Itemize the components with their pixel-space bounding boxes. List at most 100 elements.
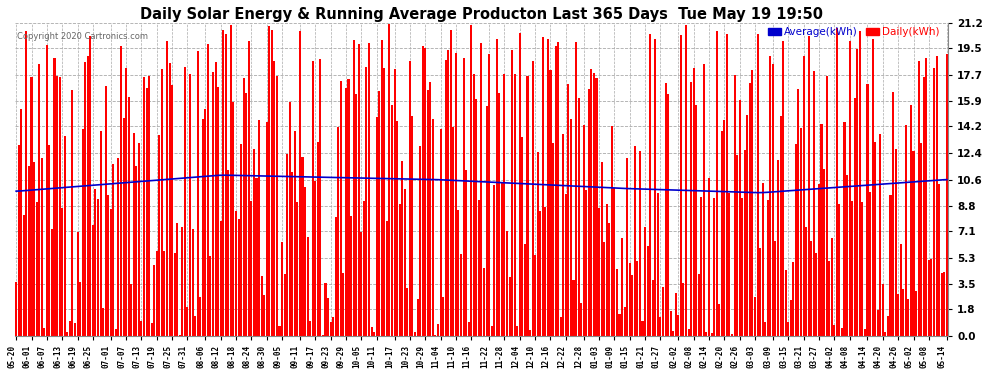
Bar <box>846 175 848 336</box>
Bar <box>396 121 398 336</box>
Bar <box>393 69 396 336</box>
Bar <box>235 211 237 336</box>
Bar <box>89 36 91 336</box>
Bar <box>20 109 23 336</box>
Bar <box>606 204 608 336</box>
Bar <box>595 78 598 336</box>
Bar <box>243 78 245 336</box>
Bar <box>532 61 534 336</box>
Bar <box>241 144 243 336</box>
Bar <box>892 92 894 336</box>
Bar <box>483 268 485 336</box>
Bar <box>63 136 65 336</box>
Bar <box>302 157 304 336</box>
Text: Copyright 2020 Cartronics.com: Copyright 2020 Cartronics.com <box>17 33 148 42</box>
Bar <box>923 76 925 336</box>
Bar <box>340 81 342 336</box>
Bar <box>97 199 99 336</box>
Bar <box>61 207 63 336</box>
Bar <box>933 68 935 336</box>
Bar <box>352 40 354 336</box>
Bar <box>131 284 133 336</box>
Bar <box>729 193 731 336</box>
Bar <box>902 289 904 336</box>
Bar <box>335 217 337 336</box>
Bar <box>511 50 513 336</box>
Bar <box>877 310 879 336</box>
Bar <box>754 297 756 336</box>
Bar <box>100 130 102 336</box>
Bar <box>417 299 419 336</box>
Bar <box>726 34 728 336</box>
Bar <box>493 186 495 336</box>
Bar <box>928 260 930 336</box>
Bar <box>889 195 892 336</box>
Bar <box>283 274 286 336</box>
Bar <box>386 221 388 336</box>
Bar <box>767 200 769 336</box>
Bar <box>614 188 616 336</box>
Bar <box>603 242 605 336</box>
Bar <box>864 329 866 336</box>
Bar <box>816 253 818 336</box>
Bar <box>153 265 155 336</box>
Bar <box>506 231 508 336</box>
Bar <box>826 76 828 336</box>
Bar <box>637 261 639 336</box>
Bar <box>271 30 273 336</box>
Bar <box>703 64 705 336</box>
Bar <box>496 39 498 336</box>
Bar <box>322 335 324 336</box>
Bar <box>430 82 432 336</box>
Bar <box>141 321 143 336</box>
Bar <box>557 42 559 336</box>
Bar <box>853 98 855 336</box>
Bar <box>588 88 590 336</box>
Bar <box>338 126 340 336</box>
Bar <box>146 88 148 336</box>
Bar <box>228 170 230 336</box>
Bar <box>118 158 120 336</box>
Bar <box>601 162 603 336</box>
Bar <box>800 128 802 336</box>
Bar <box>575 42 577 336</box>
Bar <box>743 150 745 336</box>
Bar <box>105 86 107 336</box>
Bar <box>76 232 78 336</box>
Bar <box>330 322 332 336</box>
Bar <box>943 272 945 336</box>
Bar <box>651 280 653 336</box>
Bar <box>834 326 836 336</box>
Bar <box>739 100 741 336</box>
Bar <box>36 202 38 336</box>
Bar <box>516 326 519 336</box>
Bar <box>294 130 296 336</box>
Bar <box>87 56 89 336</box>
Bar <box>519 33 521 336</box>
Bar <box>110 209 112 336</box>
Bar <box>790 300 792 336</box>
Bar <box>452 127 454 336</box>
Bar <box>662 287 664 336</box>
Bar <box>150 323 152 336</box>
Bar <box>884 332 886 336</box>
Bar <box>654 39 656 336</box>
Bar <box>756 33 758 336</box>
Bar <box>918 61 920 336</box>
Bar <box>821 124 823 336</box>
Bar <box>312 61 314 336</box>
Bar <box>158 135 160 336</box>
Bar <box>189 74 191 336</box>
Bar <box>39 64 41 336</box>
Bar <box>81 129 84 336</box>
Bar <box>897 294 899 336</box>
Bar <box>71 90 73 336</box>
Bar <box>858 30 861 336</box>
Bar <box>634 147 636 336</box>
Bar <box>112 164 114 336</box>
Bar <box>501 183 503 336</box>
Bar <box>851 201 853 336</box>
Bar <box>286 154 288 336</box>
Bar <box>480 44 482 336</box>
Bar <box>805 228 807 336</box>
